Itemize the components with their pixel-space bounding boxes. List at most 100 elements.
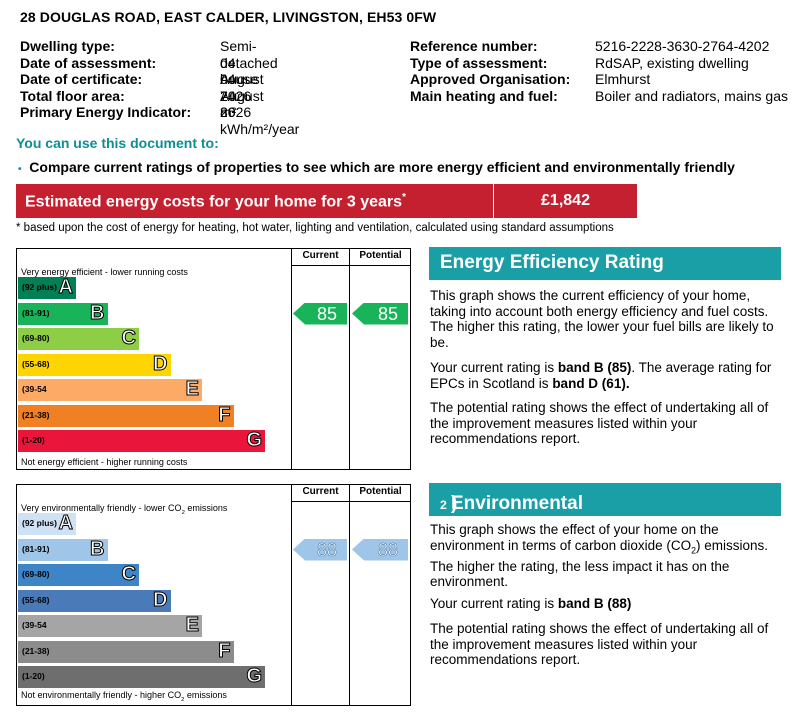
band-range: (81-91)	[22, 543, 50, 554]
band-range: (92 plus)	[22, 282, 57, 292]
assessment-date-value: 04 August 2026	[220, 54, 264, 104]
cost-footnote: * based upon the cost of energy for heat…	[16, 222, 614, 234]
band-f: (21-38) F	[18, 403, 234, 427]
band-d: (55-68) D	[18, 588, 171, 612]
current-rating-arrow: 85	[293, 302, 347, 325]
chart-bottom-label-sub: 2	[181, 697, 185, 703]
ee-paragraph-2: Your current rating is band B (85). The …	[430, 360, 780, 391]
band-range: (21-38)	[22, 645, 50, 656]
organisation-label: Approved Organisation:	[410, 71, 571, 87]
ee-paragraph-3: The potential rating shows the effect of…	[430, 400, 769, 446]
reference-value: 5216-2228-3630-2764-4202	[595, 38, 770, 54]
ei-p1-sub: 2	[691, 545, 697, 556]
ei-title-text: Environmental Impact (CO	[451, 493, 583, 536]
band-e: (39-54 E	[18, 378, 202, 401]
band-b: (81-91) B	[18, 537, 108, 561]
use-heading: You can use this document to:	[16, 135, 219, 151]
chart-bottom-label: Not environmentally friendly - higher CO…	[21, 690, 227, 703]
potential-rating-value: 85	[377, 303, 398, 324]
current-rating-value: 85	[316, 303, 337, 324]
band-letter: C	[121, 563, 136, 586]
band-e: (39-54 E	[18, 614, 202, 637]
band-letter: E	[185, 614, 199, 637]
band-letter: F	[218, 403, 231, 426]
chart-top-label-sub: 2	[181, 509, 185, 516]
ei-paragraph-2: Your current rating is band B (88)	[430, 596, 780, 612]
band-letter: A	[58, 512, 73, 535]
details-right: Reference number: 5216-2228-3630-2764-420…	[410, 38, 788, 121]
bullet-icon: •	[18, 164, 22, 175]
energy-cost-value: £1,842	[541, 192, 590, 209]
potential-column-header: Potential	[359, 486, 402, 497]
details-left: Dwelling type: Semi-detached house Date o…	[20, 38, 299, 137]
band-range: (55-68)	[22, 358, 50, 369]
ei-title-text: ) Rating	[451, 493, 511, 536]
band-f: (21-38) F	[18, 639, 234, 663]
dwelling-type-label: Dwelling type:	[20, 38, 115, 54]
organisation-value: Elmhurst	[595, 71, 651, 87]
energy-cost-bar: Estimated energy costs for your home for…	[16, 184, 637, 218]
certificate-date-label: Date of certificate:	[20, 71, 143, 87]
energy-efficiency-title: Energy Efficiency Rating	[440, 252, 664, 273]
band-letter: D	[153, 352, 168, 375]
ei-paragraph-1: This graph shows the effect of your home…	[430, 522, 780, 590]
band-range: (92 plus)	[22, 518, 57, 528]
ee-current-band: band B (85)	[557, 360, 632, 375]
band-letter: F	[218, 639, 231, 662]
assessment-date-label: Date of assessment:	[20, 54, 157, 71]
band-range: (21-38)	[22, 409, 50, 420]
ei-current-band: band B (88)	[557, 596, 632, 611]
band-range: (81-91)	[22, 307, 50, 318]
energy-efficiency-title-box: Energy Efficiency Rating	[429, 247, 781, 280]
assessment-type-value: RdSAP, existing dwelling	[595, 54, 749, 71]
potential-rating-value: 88	[377, 539, 399, 560]
band-g: (1-20) G	[18, 665, 265, 688]
chart-top-label: Very energy efficient - lower running co…	[21, 267, 188, 277]
chart-top-label: Very environmentally friendly - lower CO…	[21, 503, 227, 516]
ei-title-sub: 2	[440, 497, 447, 512]
band-range: (1-20)	[22, 435, 45, 445]
band-d: (55-68) D	[18, 352, 171, 376]
ee-paragraph-1: This graph shows the current efficiency …	[430, 288, 774, 350]
current-rating-value: 88	[316, 539, 338, 560]
chart-divider	[349, 485, 350, 705]
environmental-impact-chart: Current Potential Very environmentally f…	[16, 484, 411, 706]
chart-bottom-label-text: Not environmentally friendly - higher CO	[21, 690, 182, 701]
use-bullet-text: Compare current ratings of properties to…	[29, 159, 735, 175]
pei-value: 86 kWh/m²/year	[220, 104, 300, 137]
current-column-header: Current	[302, 250, 339, 261]
band-a: (92 plus) A	[18, 276, 76, 299]
environmental-impact-title-box: Environmental Impact (CO 2 ) Rating	[429, 483, 781, 536]
use-bullet: • Compare current ratings of properties …	[18, 159, 735, 175]
band-letter: G	[246, 429, 263, 452]
property-address: 28 DOUGLAS ROAD, EAST CALDER, LIVINGSTON…	[20, 9, 437, 25]
band-b: (81-91) B	[18, 301, 108, 325]
band-letter: D	[153, 588, 168, 611]
band-letter: G	[246, 665, 263, 688]
assessment-type-label: Type of assessment:	[410, 54, 548, 71]
energy-efficiency-chart: Current Potential Very energy efficient …	[16, 248, 411, 470]
band-c: (69-80) C	[18, 327, 139, 350]
chart-divider	[349, 249, 350, 469]
energy-cost-label: Estimated energy costs for your home for…	[25, 192, 406, 211]
ee-p2-text: . The average rating for EPCs in Scotlan…	[430, 360, 772, 391]
band-letter: A	[58, 276, 73, 299]
environmental-impact-title: Environmental Impact (CO 2 ) Rating	[440, 488, 583, 536]
band-range: (1-20)	[22, 671, 45, 681]
band-c: (69-80) C	[18, 563, 139, 586]
current-column-header: Current	[302, 486, 339, 497]
ei-p1-text: This graph shows the effect of your home…	[430, 522, 719, 553]
potential-rating-arrow: 88	[352, 538, 408, 561]
band-range: (69-80)	[22, 569, 50, 579]
energy-cost-asterisk: *	[402, 192, 407, 203]
dwelling-type-value: Semi-detached house	[220, 38, 278, 87]
floor-area-label: Total floor area:	[20, 87, 125, 104]
chart-header	[291, 249, 411, 266]
chart-divider	[291, 249, 292, 469]
band-a: (92 plus) A	[18, 512, 76, 535]
ei-p2-text: Your current rating is	[430, 596, 558, 611]
chart-top-label-text: Very environmentally friendly - lower CO	[21, 503, 182, 513]
band-letter: E	[185, 378, 199, 401]
pei-label: Primary Energy Indicator:	[20, 104, 192, 120]
ee-p2-text: Your current rating is	[430, 360, 558, 375]
